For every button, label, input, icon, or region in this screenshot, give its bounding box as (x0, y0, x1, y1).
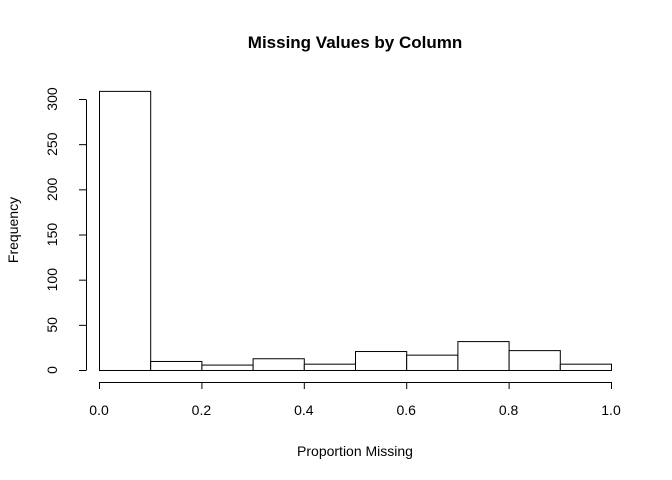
x-tick-label: 0.8 (499, 402, 519, 418)
histogram-bar (303, 363, 356, 371)
y-tick-label: 250 (44, 132, 60, 156)
histogram-bar (457, 341, 510, 371)
y-tick-label: 100 (44, 268, 60, 292)
y-tick-label: 0 (44, 366, 60, 374)
histogram-bar (252, 358, 305, 371)
x-tick-label: 0.4 (294, 402, 314, 418)
x-tick-label: 0.2 (192, 402, 212, 418)
chart-title: Missing Values by Column (248, 33, 462, 52)
y-tick-label: 150 (44, 223, 60, 247)
histogram-bar (201, 364, 254, 371)
y-axis: 0 50 100 150 200 250 300 (44, 87, 87, 374)
y-tick-label: 50 (44, 317, 60, 333)
y-tick-label: 200 (44, 177, 60, 201)
y-tick-label: 300 (44, 87, 60, 111)
histogram-bar (355, 351, 408, 371)
bars-group (99, 90, 612, 372)
x-tick-label: 0.0 (89, 402, 109, 418)
histogram-bar (150, 360, 203, 372)
histogram-bar (406, 354, 459, 372)
histogram-bar (99, 90, 152, 372)
x-axis-label: Proportion Missing (297, 443, 413, 459)
histogram-bar (559, 363, 612, 371)
x-axis: 0.0 0.2 0.4 0.6 0.8 1.0 (89, 382, 621, 418)
histogram-bar (508, 350, 561, 372)
y-axis-label: Frequency (5, 197, 21, 263)
x-tick-label: 1.0 (601, 402, 621, 418)
x-tick-label: 0.6 (396, 402, 416, 418)
